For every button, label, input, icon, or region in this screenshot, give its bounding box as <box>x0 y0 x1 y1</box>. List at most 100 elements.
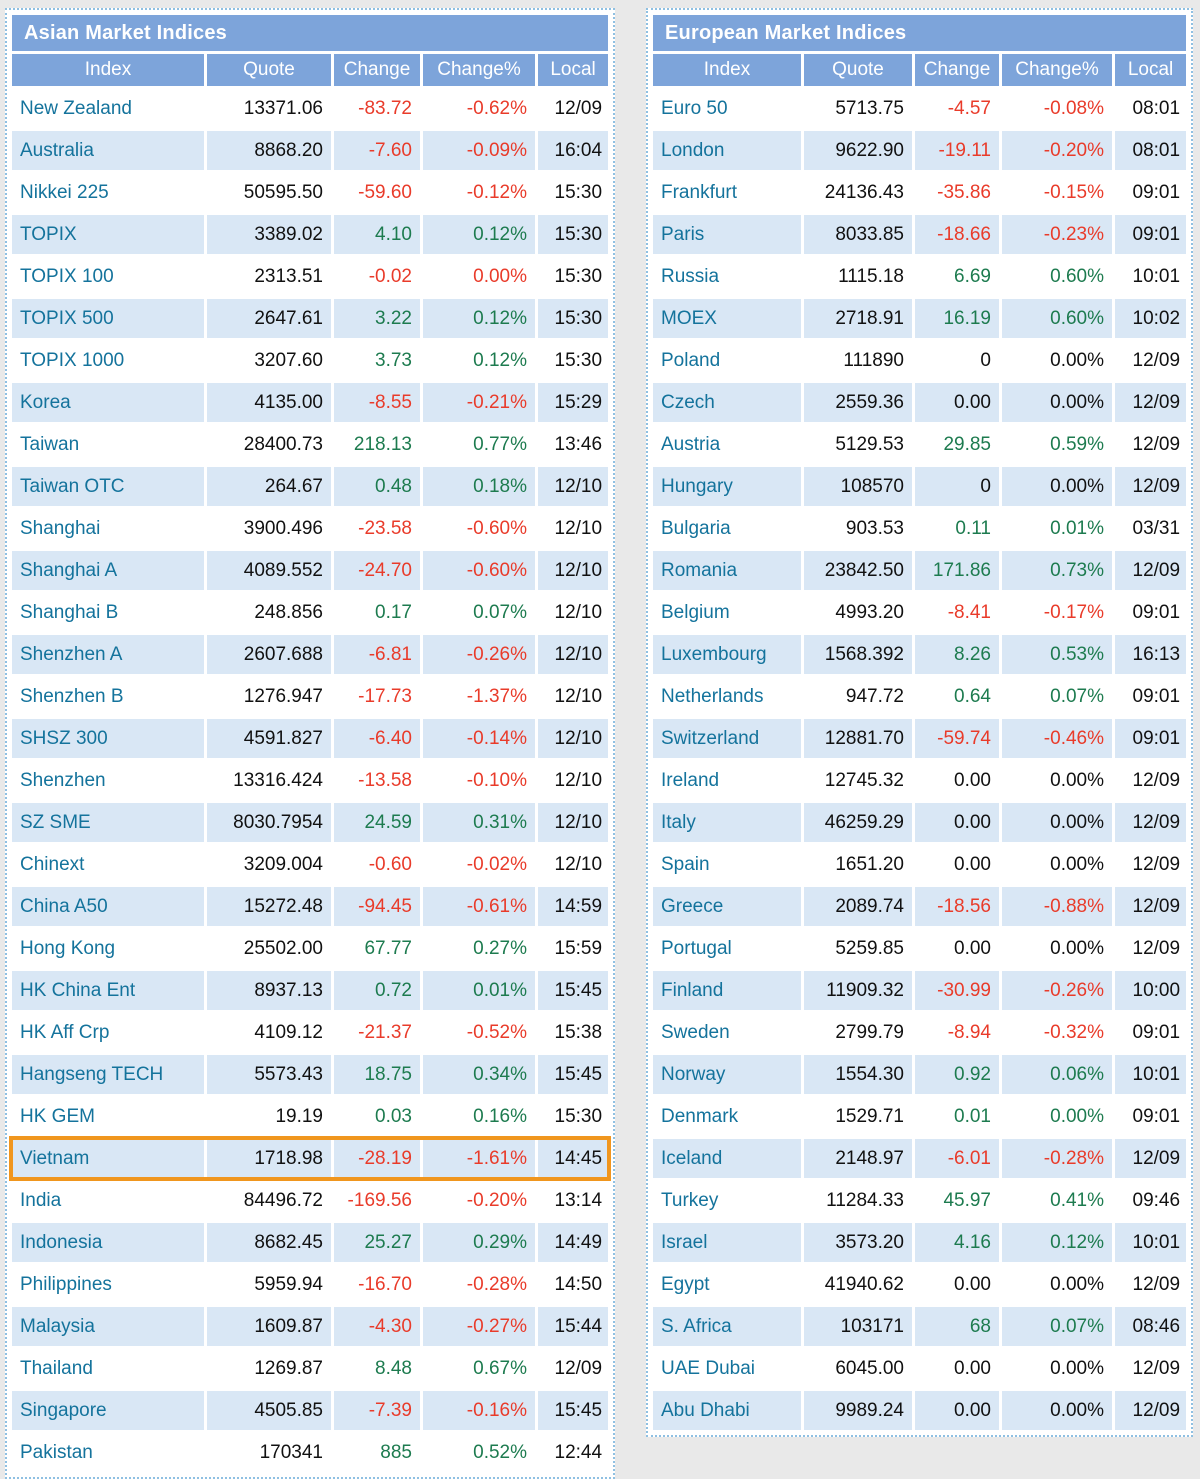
index-name-cell[interactable]: Singapore <box>12 1391 204 1430</box>
index-name-cell[interactable]: Korea <box>12 383 204 422</box>
index-name-cell[interactable]: Austria <box>653 425 801 464</box>
index-name-cell[interactable]: London <box>653 131 801 170</box>
index-name-cell[interactable]: Abu Dhabi <box>653 1391 801 1430</box>
index-name-cell[interactable]: Czech <box>653 383 801 422</box>
index-name-cell[interactable]: Ireland <box>653 761 801 800</box>
index-name-cell[interactable]: Italy <box>653 803 801 842</box>
index-name-cell[interactable]: New Zealand <box>12 89 204 128</box>
index-name-cell[interactable]: SHSZ 300 <box>12 719 204 758</box>
local-time-cell: 12/10 <box>538 509 609 548</box>
index-name-cell[interactable]: SZ SME <box>12 803 204 842</box>
local-time-cell: 14:50 <box>538 1265 609 1304</box>
index-name-cell[interactable]: Chinext <box>12 845 204 884</box>
index-name-cell[interactable]: Sweden <box>653 1013 801 1052</box>
quote-cell: 2799.79 <box>804 1013 912 1052</box>
index-name-cell[interactable]: Portugal <box>653 929 801 968</box>
table-row: Shenzhen 13316.424 -13.58 -0.10% 12/10 <box>12 761 609 800</box>
local-time-cell: 15:30 <box>538 1097 609 1136</box>
change-cell: 0.00 <box>915 929 999 968</box>
index-name-cell[interactable]: TOPIX 100 <box>12 257 204 296</box>
local-time-cell: 09:01 <box>1115 173 1187 212</box>
index-name-cell[interactable]: Pakistan <box>12 1433 204 1472</box>
index-name-cell[interactable]: Shanghai A <box>12 551 204 590</box>
change-pct-cell: 0.00% <box>1002 467 1112 506</box>
index-name-cell[interactable]: Hong Kong <box>12 929 204 968</box>
change-pct-cell: -0.46% <box>1002 719 1112 758</box>
local-time-cell: 13:14 <box>538 1181 609 1220</box>
index-name-cell[interactable]: Poland <box>653 341 801 380</box>
change-pct-cell: 0.01% <box>1002 509 1112 548</box>
quote-cell: 1609.87 <box>207 1307 331 1346</box>
index-name-cell[interactable]: Shenzhen B <box>12 677 204 716</box>
quote-cell: 5573.43 <box>207 1055 331 1094</box>
table-row: China A50 15272.48 -94.45 -0.61% 14:59 <box>12 887 609 926</box>
table-row: Shenzhen B 1276.947 -17.73 -1.37% 12/10 <box>12 677 609 716</box>
table-row: Ireland 12745.32 0.00 0.00% 12/09 <box>653 761 1187 800</box>
table-row: Denmark 1529.71 0.01 0.00% 09:01 <box>653 1097 1187 1136</box>
index-name-cell[interactable]: Hungary <box>653 467 801 506</box>
index-name-cell[interactable]: Australia <box>12 131 204 170</box>
index-name-cell[interactable]: UAE Dubai <box>653 1349 801 1388</box>
index-name-cell[interactable]: Taiwan <box>12 425 204 464</box>
index-name-cell[interactable]: Romania <box>653 551 801 590</box>
index-name-cell[interactable]: Shenzhen A <box>12 635 204 674</box>
index-name-cell[interactable]: Norway <box>653 1055 801 1094</box>
change-cell: -7.39 <box>334 1391 420 1430</box>
asian-market-rows: New Zealand 13371.06 -83.72 -0.62% 12/09 Aust… <box>8 89 612 1472</box>
index-name-cell[interactable]: Shenzhen <box>12 761 204 800</box>
index-name-cell[interactable]: Belgium <box>653 593 801 632</box>
index-name-cell[interactable]: TOPIX <box>12 215 204 254</box>
index-name-cell[interactable]: Iceland <box>653 1139 801 1178</box>
index-name-cell[interactable]: Turkey <box>653 1181 801 1220</box>
index-name-cell[interactable]: Denmark <box>653 1097 801 1136</box>
index-name-cell[interactable]: Euro 50 <box>653 89 801 128</box>
index-name-cell[interactable]: Bulgaria <box>653 509 801 548</box>
index-name-cell[interactable]: HK China Ent <box>12 971 204 1010</box>
index-name-cell[interactable]: Taiwan OTC <box>12 467 204 506</box>
index-name-cell[interactable]: Vietnam <box>12 1139 204 1178</box>
change-cell: -0.02 <box>334 257 420 296</box>
index-name-cell[interactable]: Philippines <box>12 1265 204 1304</box>
change-pct-cell: 0.06% <box>1002 1055 1112 1094</box>
index-name-cell[interactable]: Shanghai <box>12 509 204 548</box>
index-name-cell[interactable]: Egypt <box>653 1265 801 1304</box>
index-name-cell[interactable]: HK Aff Crp <box>12 1013 204 1052</box>
table-row: Shanghai A 4089.552 -24.70 -0.60% 12/10 <box>12 551 609 590</box>
index-name-cell[interactable]: Paris <box>653 215 801 254</box>
index-name-cell[interactable]: Nikkei 225 <box>12 173 204 212</box>
index-name-cell[interactable]: Luxembourg <box>653 635 801 674</box>
local-time-cell: 15:30 <box>538 257 609 296</box>
index-name-cell[interactable]: Malaysia <box>12 1307 204 1346</box>
index-name-cell[interactable]: Netherlands <box>653 677 801 716</box>
index-name-cell[interactable]: India <box>12 1181 204 1220</box>
index-name-cell[interactable]: Russia <box>653 257 801 296</box>
local-time-cell: 15:30 <box>538 215 609 254</box>
index-name-cell[interactable]: Hangseng TECH <box>12 1055 204 1094</box>
index-name-cell[interactable]: Thailand <box>12 1349 204 1388</box>
change-pct-cell: -0.12% <box>423 173 535 212</box>
index-name-cell[interactable]: Indonesia <box>12 1223 204 1262</box>
index-name-cell[interactable]: Frankfurt <box>653 173 801 212</box>
change-cell: -18.56 <box>915 887 999 926</box>
local-time-cell: 09:01 <box>1115 677 1187 716</box>
index-name-cell[interactable]: HK GEM <box>12 1097 204 1136</box>
table-row: MOEX 2718.91 16.19 0.60% 10:02 <box>653 299 1187 338</box>
index-name-cell[interactable]: Finland <box>653 971 801 1010</box>
change-pct-cell: -0.23% <box>1002 215 1112 254</box>
index-name-cell[interactable]: Greece <box>653 887 801 926</box>
local-time-cell: 12/09 <box>1115 887 1187 926</box>
index-name-cell[interactable]: Switzerland <box>653 719 801 758</box>
index-name-cell[interactable]: TOPIX 1000 <box>12 341 204 380</box>
change-pct-cell: -0.20% <box>423 1181 535 1220</box>
index-name-cell[interactable]: MOEX <box>653 299 801 338</box>
index-name-cell[interactable]: China A50 <box>12 887 204 926</box>
index-name-cell[interactable]: Israel <box>653 1223 801 1262</box>
index-name-cell[interactable]: Spain <box>653 845 801 884</box>
quote-cell: 3900.496 <box>207 509 331 548</box>
local-time-cell: 12/09 <box>1115 761 1187 800</box>
quote-cell: 1269.87 <box>207 1349 331 1388</box>
index-name-cell[interactable]: Shanghai B <box>12 593 204 632</box>
index-name-cell[interactable]: TOPIX 500 <box>12 299 204 338</box>
change-cell: 0.00 <box>915 1349 999 1388</box>
index-name-cell[interactable]: S. Africa <box>653 1307 801 1346</box>
